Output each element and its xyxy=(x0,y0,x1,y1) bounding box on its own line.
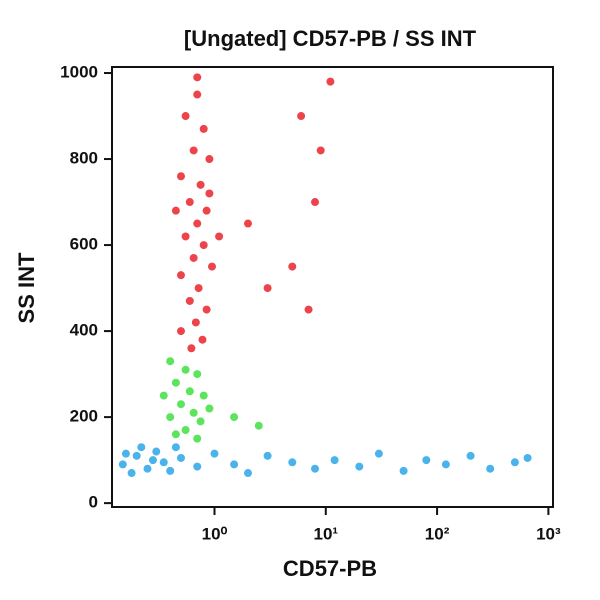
event-dot xyxy=(263,284,272,293)
event-dot xyxy=(198,335,207,344)
event-dot xyxy=(297,112,306,121)
event-dot xyxy=(202,305,211,314)
event-dot xyxy=(254,421,263,430)
event-dot xyxy=(181,365,190,374)
x-tick-label: 10³ xyxy=(536,524,561,543)
event-dot xyxy=(196,417,205,426)
event-dot xyxy=(399,466,408,475)
y-tick-label: 400 xyxy=(70,321,98,340)
event-dot xyxy=(210,449,219,458)
event-dot xyxy=(181,232,190,241)
event-dot xyxy=(205,189,214,198)
event-dot xyxy=(187,344,196,353)
event-dot xyxy=(193,434,202,443)
event-dot xyxy=(311,198,320,207)
event-dot xyxy=(132,451,141,460)
event-dot xyxy=(148,456,157,465)
event-dot xyxy=(304,305,313,314)
y-tick-label: 800 xyxy=(70,149,98,168)
event-dot xyxy=(191,318,200,327)
event-dot xyxy=(202,206,211,215)
event-dot xyxy=(143,464,152,473)
event-dot xyxy=(196,180,205,189)
event-dot xyxy=(166,357,175,366)
event-dot xyxy=(330,456,339,465)
event-dot xyxy=(230,413,239,422)
event-dot xyxy=(422,456,431,465)
event-dot xyxy=(193,73,202,82)
event-dot xyxy=(152,447,161,456)
event-dot xyxy=(176,327,185,336)
event-dot xyxy=(288,458,297,467)
event-dot xyxy=(316,146,325,155)
event-dot xyxy=(189,253,198,262)
event-dot xyxy=(181,426,190,435)
event-dot xyxy=(205,155,214,164)
event-dot xyxy=(311,464,320,473)
event-dot xyxy=(523,453,532,462)
event-dot xyxy=(159,458,168,467)
y-tick-label: 200 xyxy=(70,407,98,426)
event-dot xyxy=(159,391,168,400)
event-dot xyxy=(486,464,495,473)
event-dot xyxy=(208,262,217,271)
event-dot xyxy=(181,112,190,121)
event-dot xyxy=(243,219,252,228)
event-dot xyxy=(355,462,364,471)
event-dot xyxy=(137,443,146,452)
event-dot xyxy=(230,460,239,469)
event-dot xyxy=(189,408,198,417)
event-dot xyxy=(171,206,180,215)
x-tick-label: 10⁰ xyxy=(202,524,228,543)
event-dot xyxy=(176,400,185,409)
chart-title: [Ungated] CD57-PB / SS INT xyxy=(184,26,477,51)
event-dot xyxy=(193,462,202,471)
event-dot xyxy=(199,241,208,250)
event-dot xyxy=(176,271,185,280)
x-axis-label: CD57-PB xyxy=(283,556,377,581)
y-tick-label: 0 xyxy=(89,493,98,512)
event-dot xyxy=(215,232,224,241)
x-tick-label: 10¹ xyxy=(314,524,339,543)
event-dot xyxy=(171,443,180,452)
event-dot xyxy=(193,219,202,228)
event-dot xyxy=(243,469,252,478)
y-tick-label: 600 xyxy=(70,235,98,254)
event-dot xyxy=(263,451,272,460)
event-dot xyxy=(205,404,214,413)
event-dot xyxy=(326,77,335,86)
event-dot xyxy=(171,430,180,439)
event-dot xyxy=(166,413,175,422)
event-dot xyxy=(441,460,450,469)
x-tick-label: 10² xyxy=(425,524,450,543)
event-dot xyxy=(171,378,180,387)
y-tick-label: 1000 xyxy=(60,63,98,82)
event-dot xyxy=(193,90,202,99)
event-dot xyxy=(374,449,383,458)
event-dot xyxy=(199,124,208,133)
event-dot xyxy=(118,460,127,469)
event-dot xyxy=(466,451,475,460)
event-dot xyxy=(189,146,198,155)
event-dot xyxy=(199,391,208,400)
event-dot xyxy=(194,284,203,293)
event-dot xyxy=(121,449,130,458)
plot-frame xyxy=(111,66,554,508)
event-dot xyxy=(176,172,185,181)
event-dot xyxy=(166,466,175,475)
event-dot xyxy=(176,453,185,462)
event-dot xyxy=(185,198,194,207)
event-dot xyxy=(510,458,519,467)
event-dot xyxy=(185,296,194,305)
y-axis-label: SS INT xyxy=(14,252,39,323)
event-dot xyxy=(288,262,297,271)
event-dot xyxy=(127,469,136,478)
event-dot xyxy=(193,370,202,379)
event-dot xyxy=(185,387,194,396)
